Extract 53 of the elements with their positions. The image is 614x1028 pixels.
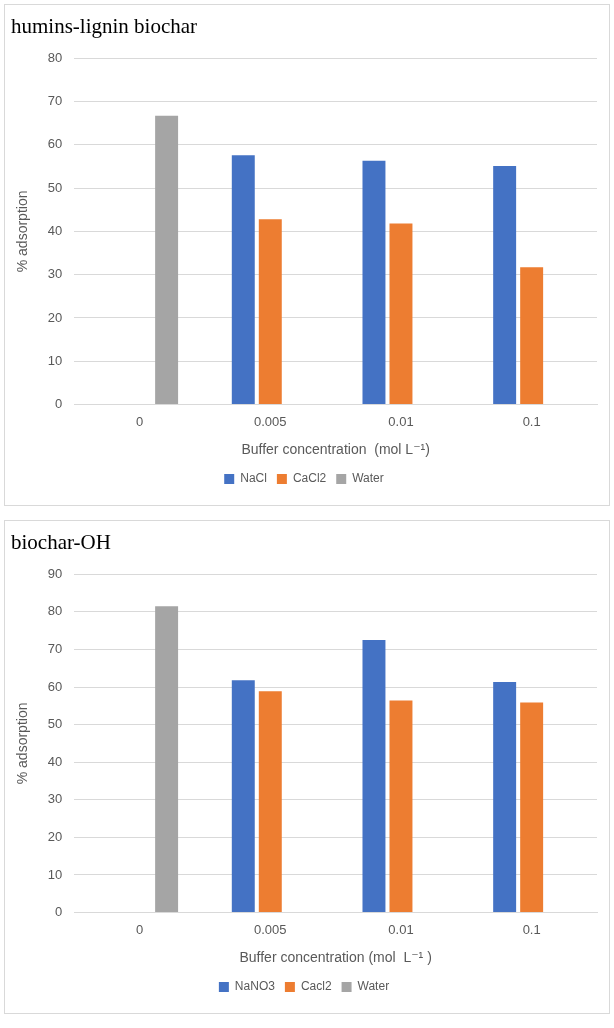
x-tick-label: 0 [135,921,144,937]
y-tick-label: 0 [55,904,63,920]
x-tick-label: 0.01 [388,921,414,937]
bar [258,691,282,913]
x-tick-label: 0.005 [254,413,287,429]
bar [493,682,517,913]
y-tick-label: 70 [47,93,63,109]
x-axis-title: Buffer concentration (mol L⁻¹ ) [239,949,432,966]
bar [520,267,544,405]
x-tick-label: 0.01 [388,413,414,429]
bar [231,680,255,913]
legend-label: NaNO3 [234,979,276,994]
legend-label: Water [357,979,390,994]
bar [155,115,179,405]
y-tick-label: 90 [47,565,63,581]
legend-label: NaCl [240,471,267,486]
bar [231,155,255,405]
y-axis-title: % adsorption [14,190,31,273]
y-tick-label: 60 [47,678,63,694]
legend-label: Water [352,471,384,486]
y-tick-label: 10 [47,866,63,882]
bar [389,700,413,913]
bar [389,223,413,405]
y-tick-label: 30 [47,266,63,282]
x-tick-label: 0.1 [522,921,541,937]
y-tick-label: 40 [47,753,63,769]
y-tick-label: 20 [47,828,63,844]
y-tick-label: 80 [47,603,63,619]
bar [362,160,386,405]
y-tick-label: 70 [47,640,63,656]
x-tick-label: 0.1 [522,413,541,429]
y-tick-label: 30 [47,791,63,807]
y-tick-label: 20 [47,309,63,325]
y-axis-title: % adsorption [14,702,31,785]
x-tick-label: 0 [135,413,144,429]
y-tick-label: 50 [47,179,63,195]
y-tick-label: 10 [47,352,63,368]
y-tick-label: 0 [55,396,63,412]
bar [155,606,179,913]
y-tick-label: 60 [47,136,63,152]
bar [520,702,544,913]
y-tick-label: 50 [47,716,63,732]
x-tick-label: 0.005 [254,921,287,937]
x-axis-title: Buffer concentration (mol L⁻¹) [241,441,430,458]
legend-label: Cacl2 [300,979,332,994]
y-tick-label: 40 [47,222,63,238]
legend-label: CaCl2 [292,471,327,486]
bar [493,166,517,405]
bar [362,640,386,913]
chart-title: biochar-OH [11,530,111,555]
bar [258,219,282,405]
chart-title: humins-lignin biochar [11,14,198,39]
y-tick-label: 80 [47,49,63,65]
